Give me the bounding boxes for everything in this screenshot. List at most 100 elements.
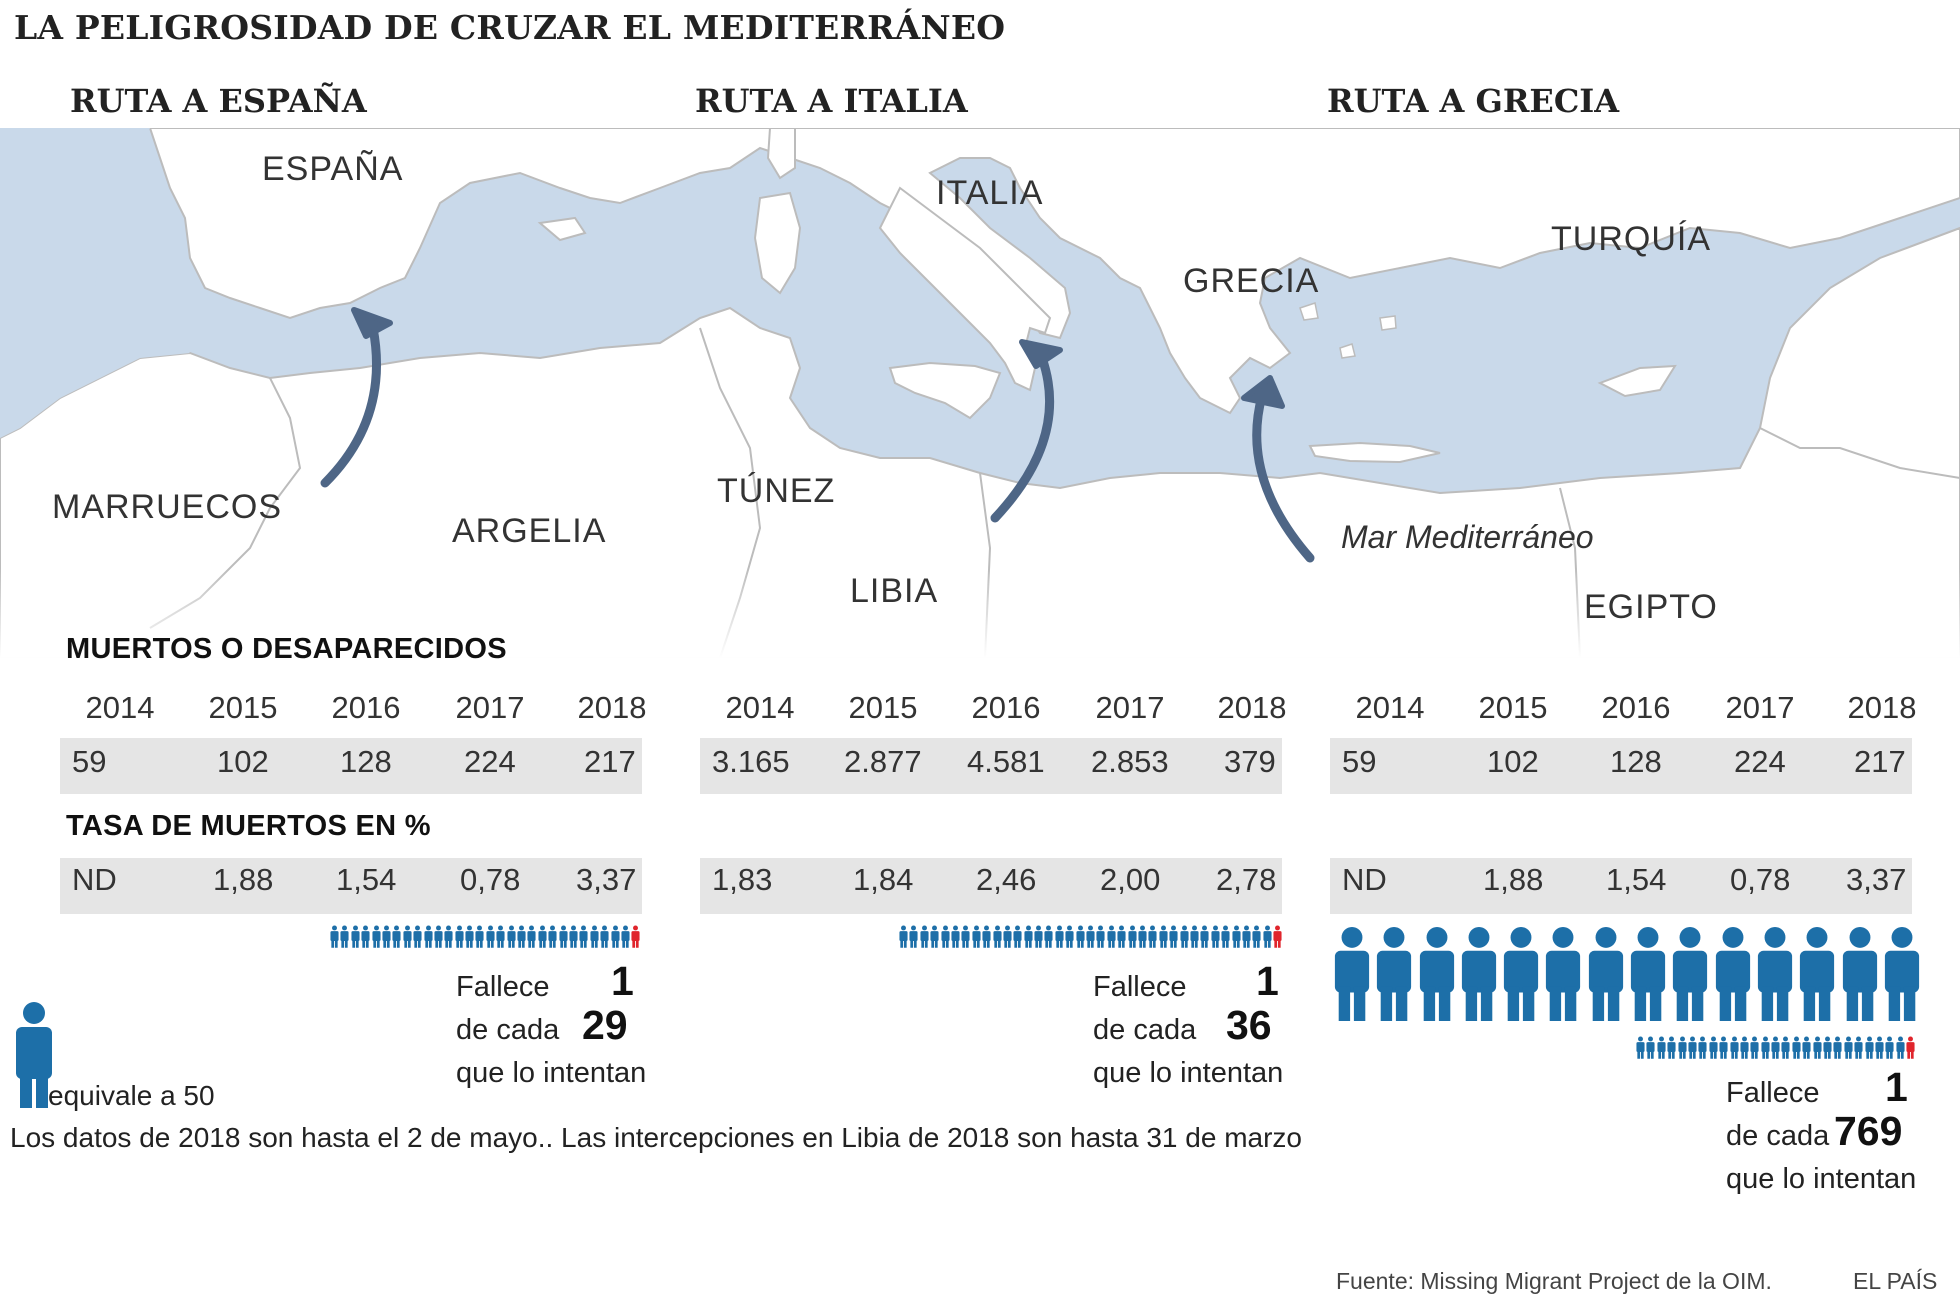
death-rate-value: ND: [72, 862, 117, 897]
person-icon: [972, 925, 981, 948]
person-icon: [1252, 925, 1261, 948]
person-icon: [1242, 925, 1251, 948]
person-icon: [951, 925, 960, 948]
year-header: 2015: [848, 690, 918, 725]
year-header: 2016: [331, 690, 401, 725]
death-rate-value: 2,78: [1216, 862, 1277, 897]
person-icon: [1646, 1036, 1655, 1059]
person-icon: [1169, 925, 1178, 948]
label-marruecos: MARRUECOS: [52, 488, 282, 526]
label-italia: ITALIA: [936, 174, 1043, 212]
person-icon-large: [1377, 926, 1412, 1021]
land-sardinia: [753, 191, 802, 295]
route-title-grecia: RUTA A GRECIA: [1327, 82, 1620, 120]
person-icon: [579, 925, 588, 948]
person-icon: [1076, 925, 1085, 948]
year-header: 2016: [971, 690, 1041, 725]
person-icon: [361, 925, 370, 948]
rate-of-italia: 36: [1226, 1002, 1272, 1048]
person-icon: [1802, 1036, 1811, 1059]
year-header: 2017: [1095, 690, 1165, 725]
person-icon: [1221, 925, 1230, 948]
person-icon: [610, 925, 620, 948]
year-header: 2018: [1847, 690, 1917, 725]
fallece-line2: de cada: [1093, 1014, 1197, 1046]
person-icon: [1750, 1036, 1759, 1059]
land-italy: [878, 186, 1052, 392]
fallece-line3: que lo intentan: [456, 1057, 647, 1089]
person-icon: [1792, 1036, 1801, 1059]
route-title-italia: RUTA A ITALIA: [695, 82, 968, 120]
person-icon: [621, 925, 630, 948]
rate-of-grecia: 769: [1834, 1108, 1903, 1154]
person-icon: [1128, 925, 1137, 948]
person-icon-large: [1630, 926, 1666, 1021]
person-icon: [372, 925, 381, 948]
person-icon: [899, 925, 908, 948]
person-icon-dead: [631, 925, 640, 948]
person-icon: [1231, 925, 1241, 948]
person-icon: [1179, 925, 1189, 948]
person-icon: [465, 925, 474, 948]
person-icon: [423, 925, 433, 948]
person-icon: [1107, 925, 1116, 948]
person-icon: [1885, 1036, 1894, 1059]
death-rate-value: 1,54: [1606, 862, 1667, 897]
pictogram-row-italia: [899, 925, 1283, 948]
deaths-value: 379: [1224, 744, 1276, 779]
person-icon: [1096, 925, 1105, 948]
year-header: 2014: [1355, 690, 1425, 725]
person-icon: [1771, 1036, 1780, 1059]
person-icon: [507, 925, 516, 948]
person-icon: [1148, 925, 1157, 948]
person-icon: [392, 925, 401, 948]
year-header: 2017: [1725, 690, 1795, 725]
person-icon: [1688, 1036, 1697, 1059]
deaths-value: 59: [72, 744, 107, 779]
death-rate-value: 0,78: [460, 862, 521, 897]
deaths-value: 2.877: [844, 744, 922, 779]
year-header: 2018: [577, 690, 647, 725]
fallece-line1: Fallece: [456, 971, 550, 1003]
land-crete: [1308, 441, 1441, 464]
person-icon: [1117, 925, 1126, 948]
person-icon: [1190, 925, 1199, 948]
deaths-row-band: [1330, 738, 1912, 794]
route-arrow-italia-head: [1019, 339, 1063, 369]
person-icon: [1667, 1036, 1676, 1059]
fallece-line2: de cada: [1726, 1120, 1830, 1152]
fallece-line3: que lo intentan: [1093, 1057, 1284, 1089]
rate-of-espana: 29: [582, 1002, 628, 1048]
person-icon: [1865, 1036, 1874, 1059]
label-tunez: TÚNEZ: [717, 472, 835, 510]
person-icon-large: [1800, 926, 1835, 1021]
fallece-line1: Fallece: [1093, 971, 1187, 1003]
deaths-value: 128: [1610, 744, 1662, 779]
land-europe: [148, 128, 1960, 415]
rate-section-label: TASA DE MUERTOS EN %: [66, 810, 431, 842]
deaths-value: 4.581: [967, 744, 1045, 779]
fallece-line3: que lo intentan: [1726, 1163, 1917, 1195]
person-icon: [1024, 925, 1033, 948]
deaths-value: 128: [340, 744, 392, 779]
person-icon: [455, 925, 464, 948]
death-rate-value: 1,84: [853, 862, 914, 897]
rate-row-band: [1330, 858, 1912, 914]
person-icon-large: [1842, 926, 1877, 1021]
person-icon: [403, 925, 412, 948]
person-icon: [982, 925, 991, 948]
person-icon: [920, 925, 929, 948]
person-icon: [1761, 1036, 1770, 1059]
publisher-text: EL PAÍS: [1853, 1268, 1938, 1294]
fallece-line1: Fallece: [1726, 1077, 1820, 1109]
person-icon-dead: [1273, 925, 1282, 948]
rate-one-italia: 1: [1256, 958, 1279, 1004]
land-cyprus: [1597, 364, 1677, 398]
fallece-block-italia: Fallece de cada que lo intentan: [1093, 966, 1283, 1095]
person-icon: [1823, 1036, 1832, 1059]
person-icon: [992, 925, 1002, 948]
person-icon: [590, 925, 599, 948]
person-icon: [382, 925, 391, 948]
death-rate-value: ND: [1342, 862, 1387, 897]
label-espana: ESPAÑA: [262, 150, 403, 188]
